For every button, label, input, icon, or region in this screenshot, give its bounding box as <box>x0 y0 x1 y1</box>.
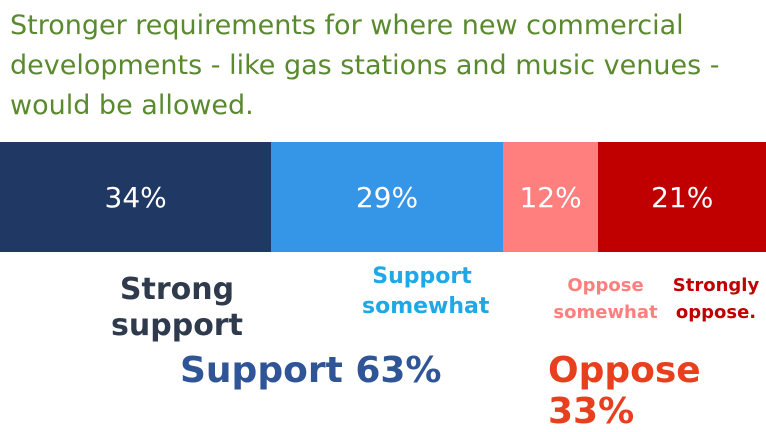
bar-segment-strong-support: 34% <box>0 142 272 252</box>
bar-segment-strongly-oppose: 21% <box>598 142 766 252</box>
chart-title: Stronger requirements for where new comm… <box>10 10 720 121</box>
category-label-support-somewhat: Support somewhat <box>362 264 490 319</box>
value-label-oppose-somewhat: 12% <box>519 180 582 214</box>
stacked-bar: 34% 29% 12% 21% <box>0 142 766 252</box>
bar-segment-support-somewhat: 29% <box>271 142 503 252</box>
total-support-label: Support 63% <box>180 350 442 391</box>
total-oppose-label: Oppose 33% <box>548 350 701 432</box>
value-label-support-somewhat: 29% <box>355 180 419 214</box>
value-label-strongly-oppose: 21% <box>651 180 714 214</box>
category-label-oppose-somewhat: Oppose somewhat <box>553 275 658 323</box>
bar-segment-oppose-somewhat: 12% <box>502 142 599 252</box>
category-label-strong-support: Strong support <box>111 272 243 343</box>
category-label-strongly-oppose: Strongly oppose. <box>672 275 760 323</box>
value-label-strong-support: 34% <box>104 180 167 214</box>
